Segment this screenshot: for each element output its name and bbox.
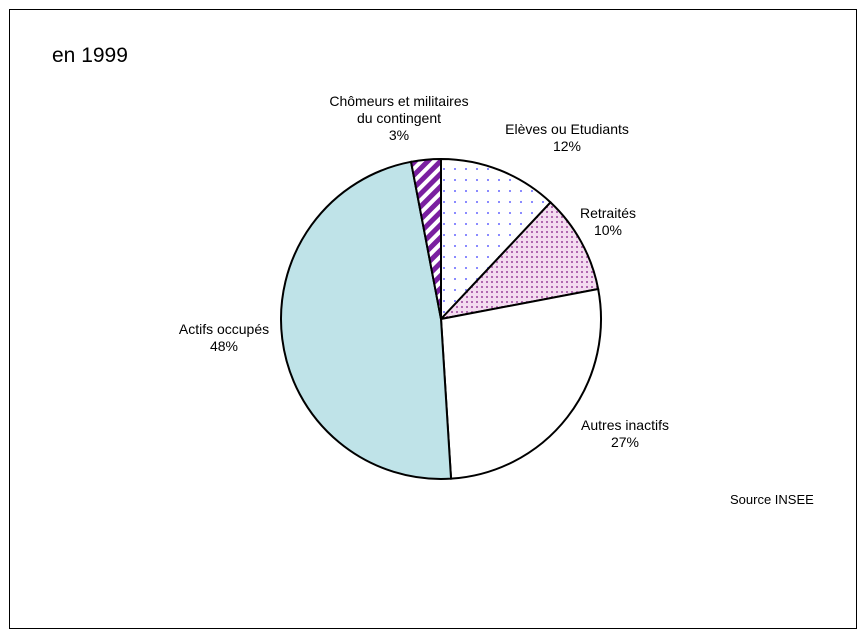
pie-slice-1 [440,157,552,322]
pie-slice-3 [439,287,602,480]
pie-slice-5 [409,157,442,320]
chart-title: en 1999 [52,44,128,67]
slice-label-1: Elèves ou Etudiants 12% [505,121,629,154]
source-note: Source INSEE [730,492,814,507]
pie-slice-4 [280,160,453,480]
pie-slice-2 [438,200,600,321]
slice-label-5: Chômeurs et militaires du contingent 3% [329,93,468,143]
slice-label-4: Actifs occupés 48% [179,321,269,354]
slice-label-3: Autres inactifs 27% [581,417,669,450]
slice-label-2: Retraités 10% [580,205,636,238]
